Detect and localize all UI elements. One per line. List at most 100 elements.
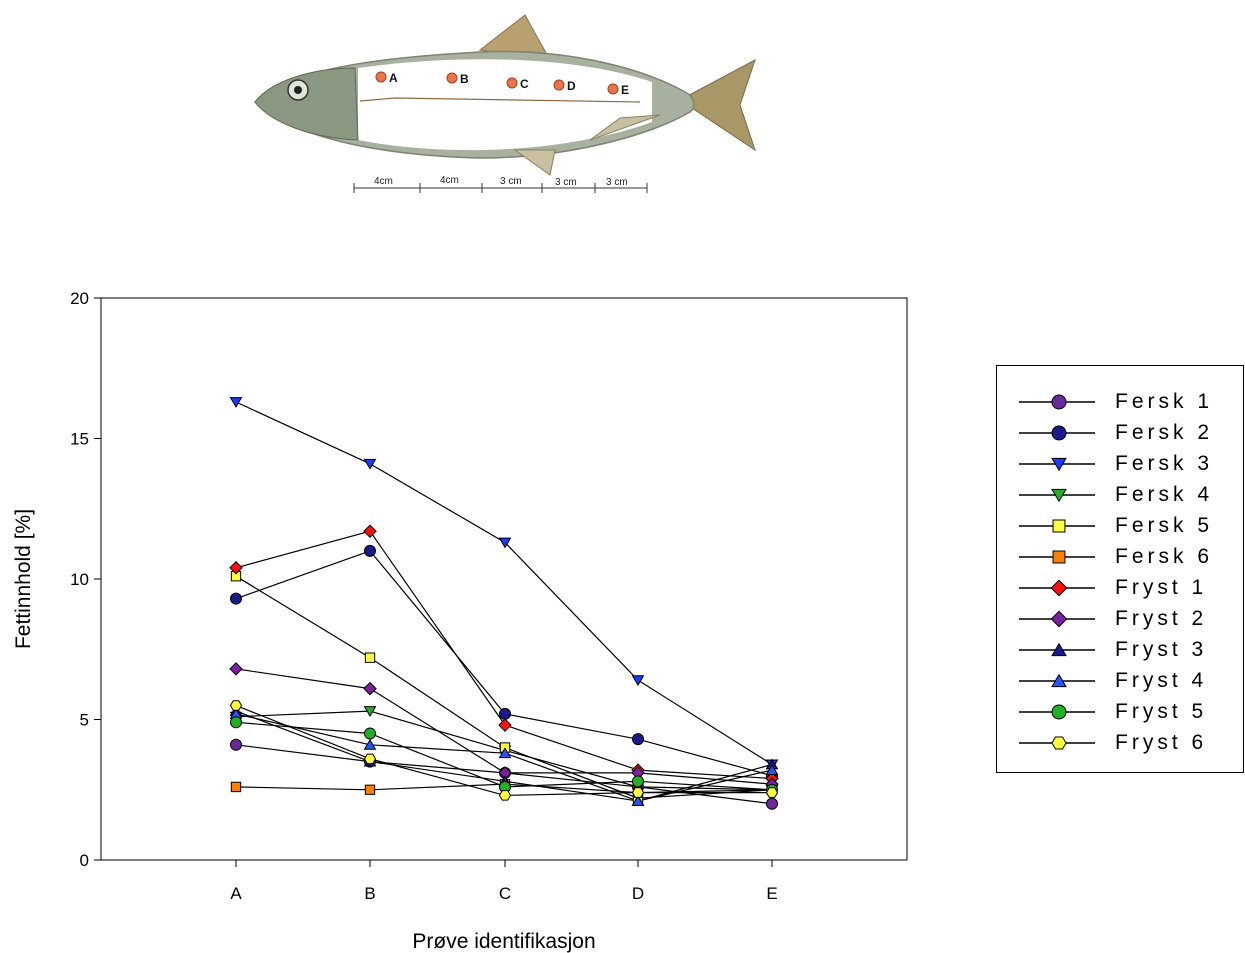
- data-point-fersk-2: [230, 592, 242, 605]
- legend-marker-fersk-6: [1052, 550, 1066, 564]
- legend-swatch: [1019, 425, 1095, 441]
- svg-text:E: E: [621, 83, 629, 97]
- legend-swatch: [1019, 519, 1095, 533]
- y-tick-label: 5: [80, 711, 89, 730]
- legend-item-fryst-1: Fryst 1: [1019, 573, 1239, 603]
- legend-swatch: [1019, 457, 1095, 472]
- legend-item-fersk-2: Fersk 2: [1019, 418, 1239, 448]
- data-point-fersk-1: [230, 738, 242, 751]
- legend-label: Fersk 5: [1115, 514, 1214, 537]
- legend-label: Fryst 5: [1115, 700, 1208, 723]
- legend-swatch: [1019, 736, 1095, 750]
- x-axis-title: Prøve identifikasjon: [412, 930, 595, 953]
- data-point-fersk-2: [364, 544, 376, 557]
- legend: Fersk 1 Fersk 2 Fersk 3 Fersk 4 Fersk 5 Fersk…: [996, 365, 1244, 773]
- legend-label: Fersk 2: [1115, 421, 1214, 444]
- legend-marker-fersk-4: [1051, 488, 1067, 503]
- svg-text:3 cm: 3 cm: [606, 177, 628, 188]
- svg-text:4cm: 4cm: [440, 175, 459, 186]
- legend-item-fryst-6: Fryst 6: [1019, 728, 1239, 758]
- x-tick-label: B: [364, 884, 375, 903]
- svg-text:3 cm: 3 cm: [555, 177, 577, 188]
- legend-label: Fryst 2: [1115, 607, 1208, 630]
- legend-swatch: [1019, 673, 1095, 688]
- data-point-fersk-3: [363, 458, 377, 470]
- data-point-fryst-6: [631, 787, 645, 798]
- legend-swatch: [1019, 550, 1095, 564]
- data-point-fersk-1: [766, 797, 778, 810]
- y-tick-label: 10: [70, 570, 89, 589]
- legend-marker-fryst-2: [1050, 610, 1068, 628]
- data-point-fersk-3: [631, 675, 645, 687]
- legend-marker-fersk-5: [1052, 519, 1066, 533]
- svg-text:A: A: [389, 71, 398, 85]
- x-tick-label: D: [632, 884, 644, 903]
- data-point-fersk-6: [364, 784, 376, 795]
- data-point-fersk-2: [499, 707, 511, 720]
- legend-label: Fersk 3: [1115, 452, 1214, 475]
- legend-item-fryst-3: Fryst 3: [1019, 635, 1239, 665]
- legend-swatch: [1019, 394, 1095, 410]
- lateral-line: [359, 97, 641, 103]
- data-point-fryst-2: [229, 662, 243, 676]
- data-point-fryst-5: [632, 775, 644, 788]
- legend-marker-fryst-3: [1051, 642, 1067, 657]
- data-point-fryst-1: [498, 718, 512, 732]
- legend-swatch: [1019, 488, 1095, 503]
- data-point-fryst-4: [765, 764, 779, 775]
- sample-point-e: E: [607, 83, 629, 97]
- legend-marker-fryst-5: [1051, 704, 1067, 720]
- y-tick-label: 0: [80, 851, 89, 870]
- legend-label: Fersk 1: [1115, 390, 1214, 413]
- pelvic-fin: [513, 149, 556, 176]
- legend-item-fryst-5: Fryst 5: [1019, 697, 1239, 727]
- data-point-fersk-6: [230, 781, 242, 793]
- sample-point-a: A: [375, 71, 398, 85]
- tail-fin: [679, 58, 756, 152]
- x-tick-label: C: [499, 884, 511, 903]
- legend-marker-fryst-1: [1050, 579, 1068, 597]
- fish-head: [254, 67, 359, 141]
- svg-text:C: C: [520, 77, 529, 91]
- svg-text:4cm: 4cm: [374, 176, 393, 187]
- legend-swatch: [1019, 642, 1095, 657]
- legend-label: Fryst 4: [1115, 669, 1208, 692]
- y-axis-title: Fettinnhold [%]: [12, 509, 35, 649]
- data-point-fryst-1: [363, 524, 377, 538]
- data-point-fryst-1: [229, 561, 243, 575]
- scale-bar: 4cm 4cm 3 cm 3 cm 3 cm: [353, 175, 648, 193]
- x-tick-label: E: [766, 884, 777, 903]
- sample-point-b: B: [446, 72, 469, 86]
- legend-item-fersk-3: Fersk 3: [1019, 449, 1239, 479]
- anal-fin: [589, 114, 661, 141]
- legend-swatch: [1019, 704, 1095, 720]
- herring-illustration: A B C D E 4cm 4cm 3 cm 3 cm 3 cm: [253, 14, 756, 193]
- data-point-fryst-5: [364, 727, 376, 740]
- legend-label: Fryst 3: [1115, 638, 1208, 661]
- data-point-fryst-6: [363, 753, 377, 765]
- legend-item-fryst-4: Fryst 4: [1019, 666, 1239, 696]
- y-tick-label: 15: [70, 430, 89, 449]
- legend-label: Fryst 6: [1115, 731, 1208, 754]
- data-point-fersk-2: [632, 733, 644, 746]
- sample-point-c: C: [506, 77, 529, 91]
- data-point-fersk-3: [498, 537, 512, 549]
- legend-label: Fersk 4: [1115, 483, 1214, 506]
- data-point-fryst-4: [363, 738, 377, 750]
- data-point-fryst-4: [631, 795, 645, 806]
- legend-item-fersk-5: Fersk 5: [1019, 511, 1239, 541]
- y-tick-label: 20: [70, 289, 89, 308]
- data-point-fryst-5: [230, 716, 242, 729]
- legend-marker-fersk-2: [1051, 425, 1067, 441]
- legend-marker-fryst-4: [1051, 673, 1067, 688]
- legend-marker-fersk-1: [1051, 394, 1067, 410]
- legend-marker-fersk-3: [1051, 457, 1067, 472]
- legend-marker-fryst-6: [1051, 736, 1067, 750]
- legend-swatch: [1019, 610, 1095, 628]
- data-point-fryst-6: [498, 790, 512, 801]
- legend-swatch: [1019, 579, 1095, 597]
- svg-text:B: B: [460, 72, 469, 86]
- legend-label: Fersk 6: [1115, 545, 1214, 568]
- legend-item-fryst-2: Fryst 2: [1019, 604, 1239, 634]
